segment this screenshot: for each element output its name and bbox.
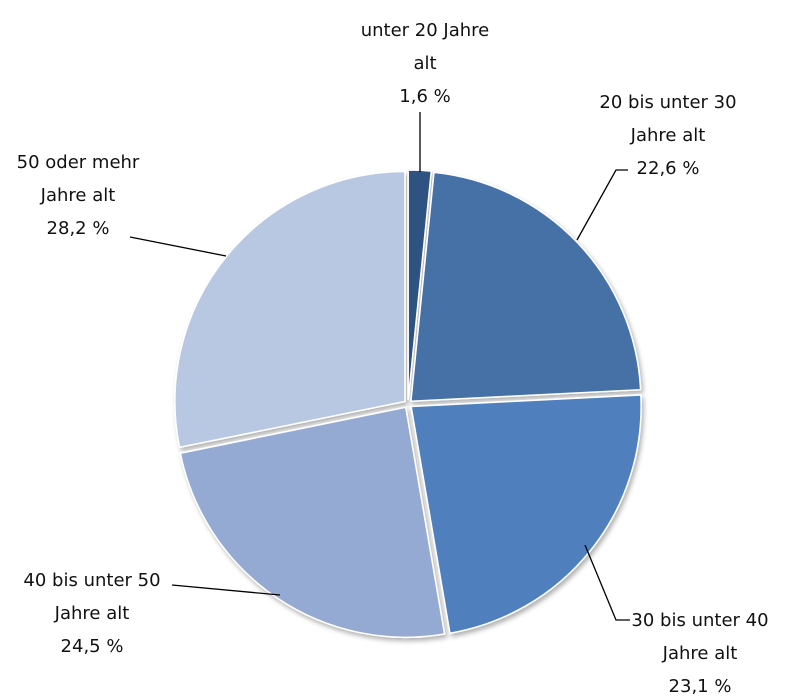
value-label: 22,6 % [636,158,700,179]
slice-label: 20 bis unter 30 Jahre alt 22,6 % [588,86,748,185]
value-label: 1,6 % [399,86,451,107]
leader-line [576,169,628,241]
category-label: 40 bis unter 50 Jahre alt [23,570,161,624]
value-label: 23,1 % [668,676,732,697]
leader-line [171,584,281,596]
slice-label: 30 bis unter 40 Jahre alt 23,1 % [620,604,780,700]
leader-line [584,544,630,621]
slice-label: unter 20 Jahre alt 1,6 % [350,14,500,113]
leaders [129,112,630,621]
pie-slice [410,394,642,635]
leader-line [129,236,227,257]
value-label: 28,2 % [46,218,110,239]
value-label: 24,5 % [60,636,124,657]
category-label: 50 oder mehr Jahre alt [16,152,140,206]
pie-slice [174,170,406,449]
slice-label: 50 oder mehr Jahre alt 28,2 % [3,146,153,245]
slice-label: 40 bis unter 50 Jahre alt 24,5 % [12,564,172,663]
slices [174,169,642,639]
category-label: 30 bis unter 40 Jahre alt [631,610,769,664]
pie-slice [179,406,446,639]
category-label: unter 20 Jahre alt [360,20,490,74]
category-label: 20 bis unter 30 Jahre alt [599,92,737,146]
pie-slice [410,171,642,403]
